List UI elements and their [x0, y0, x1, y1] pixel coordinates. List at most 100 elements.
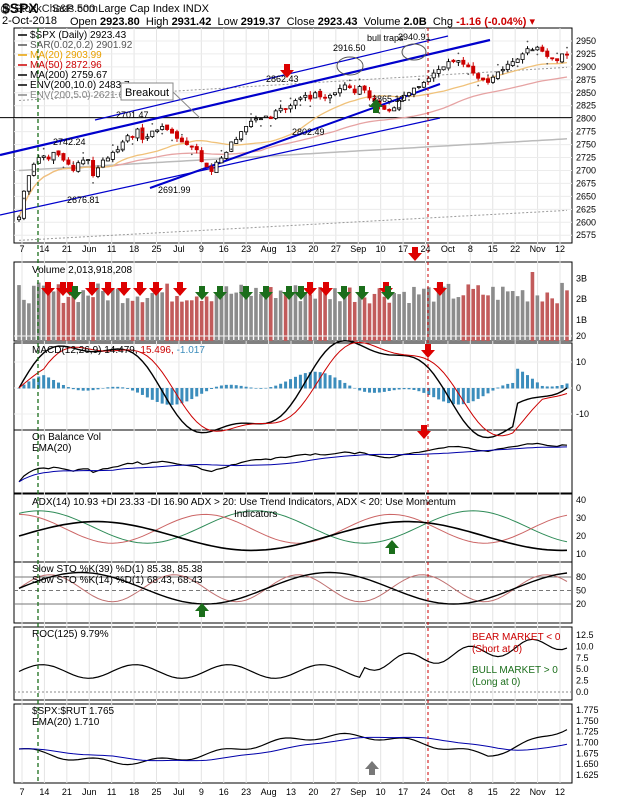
trend-line: [94, 35, 449, 121]
macd-hist-bar: [135, 388, 139, 393]
x-tick-label: 7: [19, 787, 24, 797]
candle-body: [244, 126, 249, 133]
volume-bar: [555, 303, 559, 341]
volume-bar: [417, 294, 421, 341]
volume-bar: [501, 286, 505, 341]
sar-dot: [447, 68, 450, 70]
volume-bar: [145, 297, 150, 341]
candle-body: [229, 141, 234, 152]
volume-bar: [343, 293, 347, 341]
legend-item: ENV(200,5.0) 2621.69: [30, 90, 130, 101]
volume-bar: [387, 302, 392, 341]
bull-traps-note: bull traps: [367, 33, 404, 43]
macd-hist-bar: [407, 388, 411, 390]
x-tick-label: 9: [199, 787, 204, 797]
bear-note-2: (Short at 0): [472, 644, 522, 655]
x-tick-label: 13: [286, 244, 296, 254]
candle-body: [115, 149, 120, 153]
x-tick-label: 27: [331, 787, 341, 797]
y-tick-label: 12.5: [576, 630, 594, 640]
x-tick-label: 17: [398, 244, 408, 254]
y-tick-label: 1B: [576, 315, 587, 325]
sto39-label: Slow STO %K(39) %D(1) 85.38, 85.38: [32, 564, 203, 575]
up-arrow-icon: [385, 540, 399, 554]
volume-bar: [510, 291, 515, 341]
volume-panel: 3B 2B 1B Volume 2,013,918,208: [17, 265, 587, 341]
ratio-ema-label: EMA(20) 1.710: [32, 717, 100, 728]
x-tick-label: 16: [219, 244, 229, 254]
candle-body: [298, 97, 303, 100]
candle-body: [318, 90, 323, 98]
macd-hist-bar: [392, 388, 396, 391]
sar-dot: [72, 162, 75, 165]
volume-label: Volume: [363, 16, 401, 28]
volume-bar: [436, 283, 441, 341]
down-arrow-icon: [421, 344, 435, 358]
x-tick-label: Sep: [350, 244, 366, 254]
sar-dot: [230, 148, 233, 151]
macd-hist-bar: [437, 388, 441, 400]
candle-body: [253, 118, 258, 121]
x-tick-label: 7: [19, 244, 24, 254]
candle-body: [263, 115, 268, 118]
price-annotation: 2676.81: [67, 195, 100, 205]
sar-dot: [42, 147, 45, 150]
down-arrow-icon: [195, 286, 209, 300]
candle-body: [105, 157, 110, 162]
panels: 7 7 14 14 21 21 Jun Jun 11 11 18 18 25 25 Jul Jul 9 9 16 16…: [13, 27, 573, 797]
volume-bar: [36, 282, 41, 341]
price-annotation: 2701.47: [116, 110, 149, 120]
sar-dot: [171, 139, 173, 142]
macd-hist-bar: [298, 374, 302, 389]
y-tick-label: 2925: [576, 49, 596, 59]
sto14-label: Slow STO %K(14) %D(1) 68.43, 68.43: [32, 575, 203, 586]
sar-dot: [556, 52, 559, 55]
macd-hist-bar: [343, 382, 347, 389]
candle-body: [91, 160, 96, 177]
candle-body: [411, 87, 416, 95]
sar-dot: [161, 132, 164, 135]
minus-di-line: [18, 513, 568, 544]
volume-bar: [130, 300, 135, 341]
volume-bar: [22, 299, 26, 341]
down-arrow-icon: [101, 282, 115, 296]
candle-body: [219, 157, 224, 164]
y-tick-label: 2875: [576, 75, 596, 85]
volume-bar: [540, 301, 545, 341]
macd-hist-bar: [387, 388, 391, 392]
macd-hist-bar: [126, 388, 130, 389]
candle-body: [204, 162, 209, 168]
volume-bar: [338, 301, 342, 341]
candle-body: [26, 175, 31, 192]
price-annotation: 2742.24: [53, 137, 86, 147]
macd-hist-bar: [565, 383, 569, 389]
markers: [37, 28, 447, 783]
macd-hist-bar: [116, 386, 120, 389]
candle-body: [495, 71, 500, 79]
macd-hist-bar: [274, 385, 278, 389]
x-tick-label: 11: [107, 244, 116, 254]
macd-hist-bar: [402, 388, 406, 390]
volume-bar: [397, 294, 401, 341]
volume-bar: [185, 300, 189, 341]
volume-bar: [76, 302, 81, 341]
x-tick-label: 22: [510, 787, 520, 797]
ma200-line: [18, 138, 568, 172]
candle-body: [170, 128, 175, 134]
macd-hist-bar: [471, 388, 475, 402]
macd-hist-bar: [210, 388, 214, 389]
legend-item: MA(200) 2759.67: [30, 70, 108, 81]
sar-dot: [348, 79, 351, 82]
volume-bar: [219, 296, 224, 341]
volume-bar: [520, 290, 525, 341]
candle-body: [86, 159, 91, 161]
volume-bar: [189, 300, 194, 341]
volume-bar: [530, 272, 535, 341]
x-tick-label: 14: [39, 787, 49, 797]
macd-hist-bar: [323, 373, 327, 389]
volume-bar: [407, 303, 411, 341]
sar-dot: [131, 143, 134, 145]
y-tick-label: 1.775: [576, 705, 599, 715]
volume-bar: [51, 291, 56, 341]
